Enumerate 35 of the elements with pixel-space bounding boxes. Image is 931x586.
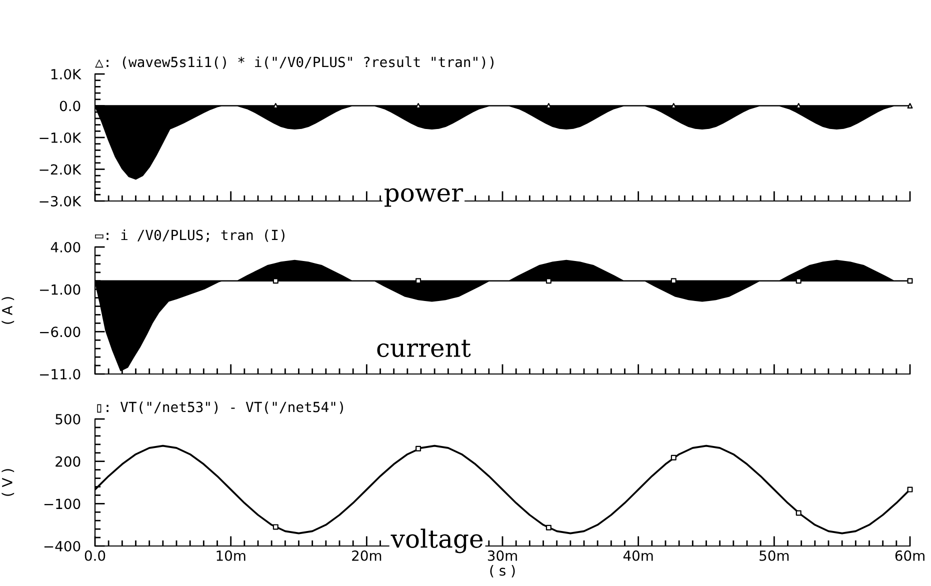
x-tick-label: 20m	[352, 550, 382, 561]
x-tick-label: 40m	[623, 550, 653, 561]
x-tick-label: 0.0	[84, 550, 106, 561]
y-tick-label: 1.0K	[51, 68, 82, 80]
x-tick-label: 50m	[760, 550, 789, 561]
point	[670, 454, 676, 460]
chart-title: △: (wavew5s1i1() * i("/V0/PLUS" ?result "tran"))	[95, 56, 494, 69]
y-axis-title: ( A )	[2, 297, 14, 324]
y-tick-label: 200	[56, 456, 80, 467]
chart-title: ▯: VT("/net53") - VT("/net54")	[97, 402, 343, 414]
point	[272, 524, 278, 530]
x-axis-title: ( s )	[490, 565, 515, 578]
point	[546, 524, 552, 530]
y-tick-label: 500	[56, 414, 80, 424]
x-tick-label: 30m	[488, 550, 517, 561]
y-tick-label: −3.0K	[40, 196, 82, 206]
y-tick-label: −100	[44, 498, 80, 510]
point	[796, 510, 802, 516]
annotation: voltage	[390, 528, 483, 554]
y-tick-label: −1.0K	[40, 132, 82, 143]
y-tick-label: −6.00	[40, 326, 80, 338]
y-tick-label: 4.00	[50, 242, 80, 252]
y-tick-label: −11.0	[40, 368, 80, 380]
y-tick-label: −2.0K	[40, 164, 82, 175]
y-axis-title: ( V )	[2, 469, 14, 496]
chart-title: ▭: i /V0/PLUS; tran (I)	[95, 230, 284, 242]
annotation: current	[377, 340, 471, 358]
x-tick-label: 60m	[895, 550, 924, 561]
annotation: power	[384, 188, 464, 207]
x-tick-label: 10m	[216, 550, 246, 561]
point	[416, 446, 422, 452]
y-tick-label: 0.0	[60, 100, 80, 112]
y-tick-label: −400	[44, 540, 80, 552]
point	[907, 486, 913, 492]
y-tick-label: −1.00	[40, 284, 80, 295]
